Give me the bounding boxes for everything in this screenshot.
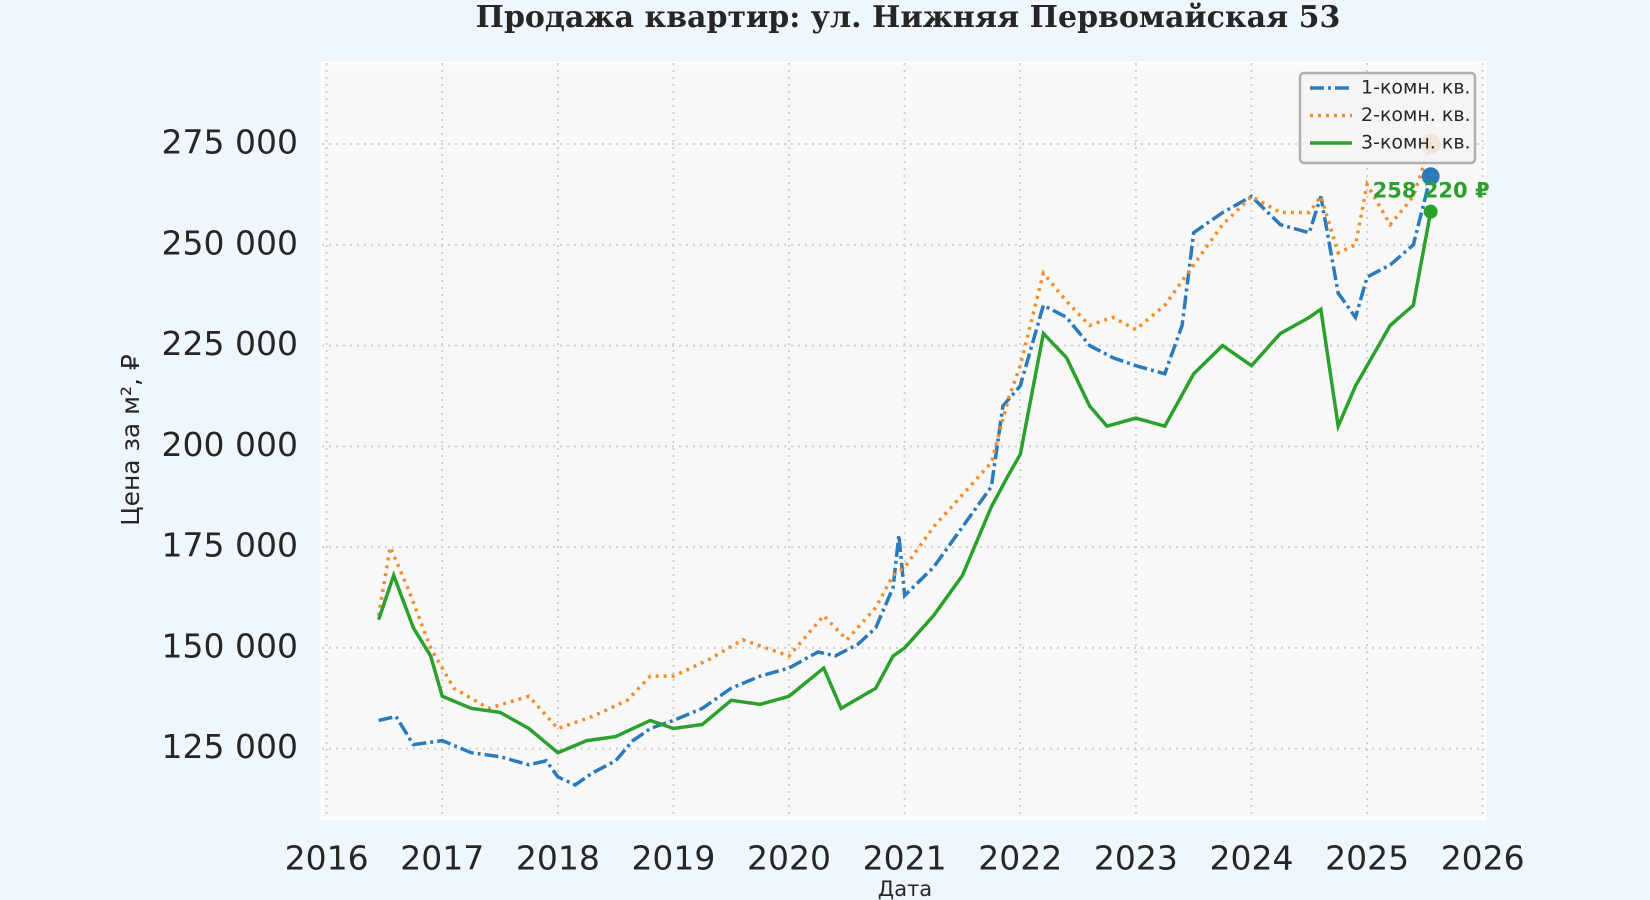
x-tick-label: 2023: [1094, 839, 1178, 878]
y-tick-label: 150 000: [162, 626, 298, 665]
y-tick-label: 250 000: [162, 223, 298, 262]
x-tick-label: 2021: [863, 839, 947, 878]
y-tick-label: 200 000: [162, 425, 298, 464]
x-tick-label: 2019: [631, 839, 715, 878]
chart-title: Продажа квартир: ул. Нижняя Первомайская…: [476, 0, 1341, 35]
series-line: [376, 211, 1433, 755]
x-tick-label: 2022: [978, 839, 1062, 878]
x-tick-label: 2024: [1209, 839, 1293, 878]
end-label: 258 220 ₽: [1373, 179, 1490, 203]
legend-label: 1-комн. кв.: [1361, 77, 1471, 99]
x-axis-label: Дата: [878, 877, 932, 900]
x-tick-label: 2017: [400, 839, 484, 878]
legend-box: [1298, 71, 1477, 165]
legend-label: 2-комн. кв.: [1361, 104, 1471, 126]
end-marker: [1421, 167, 1440, 186]
y-tick-label: 225 000: [162, 324, 298, 363]
y-axis-label: Цена за м², ₽: [116, 354, 145, 526]
end-marker: [1423, 204, 1438, 219]
y-tick-label: 125 000: [162, 727, 298, 766]
series-line: [378, 175, 1433, 787]
x-tick-label: 2025: [1325, 839, 1409, 878]
x-tick-label: 2018: [516, 839, 600, 878]
x-tick-label: 2026: [1441, 839, 1525, 878]
x-tick-label: 2016: [285, 839, 369, 878]
x-tick-label: 2020: [747, 839, 831, 878]
legend: 1-комн. кв. 2-комн. кв. 3-комн. кв.: [1298, 71, 1477, 165]
y-tick-label: 275 000: [162, 123, 298, 162]
plot-area: [320, 61, 1487, 820]
legend-label: 3-комн. кв.: [1361, 132, 1471, 154]
y-tick-label: 175 000: [162, 526, 298, 565]
